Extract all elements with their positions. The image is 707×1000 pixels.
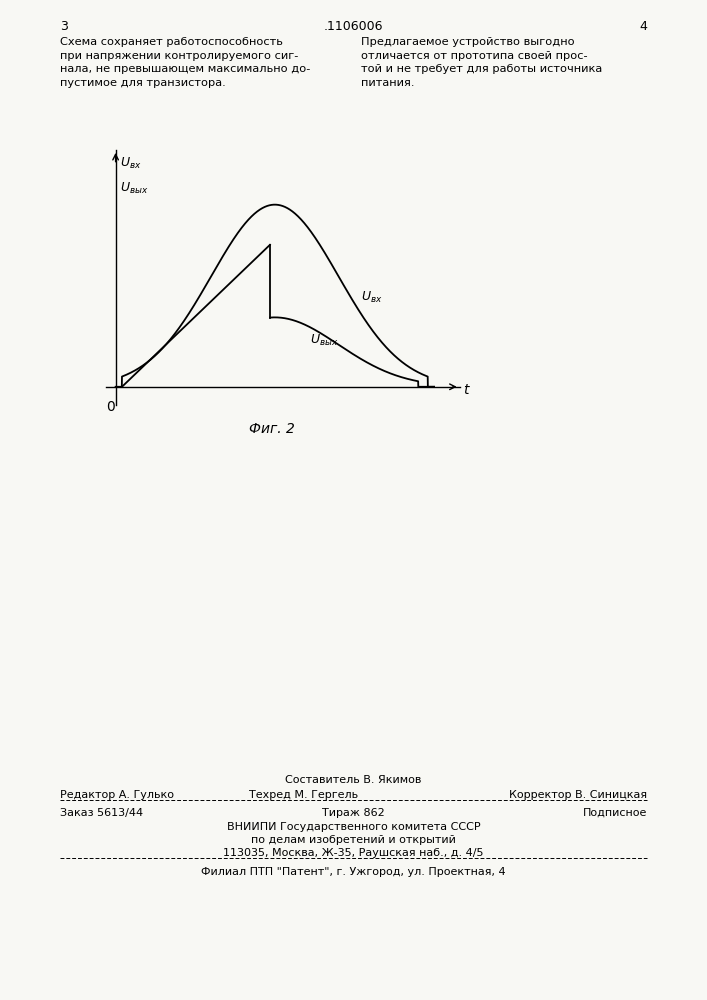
Text: Корректор В. Синицкая: Корректор В. Синицкая: [509, 790, 647, 800]
Text: ВНИИПИ Государственного комитета СССР: ВНИИПИ Государственного комитета СССР: [227, 822, 480, 832]
Text: $\mathit{U}_{вых}$: $\mathit{U}_{вых}$: [120, 181, 149, 196]
Text: $\mathit{U}_{вых}$: $\mathit{U}_{вых}$: [310, 333, 339, 348]
Text: $\mathit{U}_{вх}$: $\mathit{U}_{вх}$: [120, 155, 142, 171]
Text: Составитель В. Якимов: Составитель В. Якимов: [286, 775, 421, 785]
Text: 4: 4: [639, 20, 647, 33]
Text: t: t: [463, 383, 468, 397]
Text: Подписное: Подписное: [583, 808, 647, 818]
Text: Техред М. Гергель: Техред М. Гергель: [250, 790, 358, 800]
Text: Редактор А. Гулько: Редактор А. Гулько: [60, 790, 174, 800]
Text: $\mathit{U}_{вх}$: $\mathit{U}_{вх}$: [361, 290, 382, 305]
Text: Заказ 5613/44: Заказ 5613/44: [60, 808, 144, 818]
Text: Схема сохраняет работоспособность
при напряжении контролируемого сиг-
нала, не п: Схема сохраняет работоспособность при на…: [60, 37, 310, 88]
Text: .1106006: .1106006: [324, 20, 383, 33]
Text: 113035, Москва, Ж-35, Раушская наб., д. 4/5: 113035, Москва, Ж-35, Раушская наб., д. …: [223, 848, 484, 858]
Text: Тираж 862: Тираж 862: [322, 808, 385, 818]
Text: Филиал ПТП "Патент", г. Ужгород, ул. Проектная, 4: Филиал ПТП "Патент", г. Ужгород, ул. Про…: [201, 867, 506, 877]
Text: 3: 3: [60, 20, 68, 33]
Text: Фиг. 2: Фиг. 2: [250, 422, 295, 436]
Text: 0: 0: [107, 400, 115, 414]
Text: Предлагаемое устройство выгодно
отличается от прототипа своей прос-
той и не тре: Предлагаемое устройство выгодно отличает…: [361, 37, 602, 88]
Text: по делам изобретений и открытий: по делам изобретений и открытий: [251, 835, 456, 845]
